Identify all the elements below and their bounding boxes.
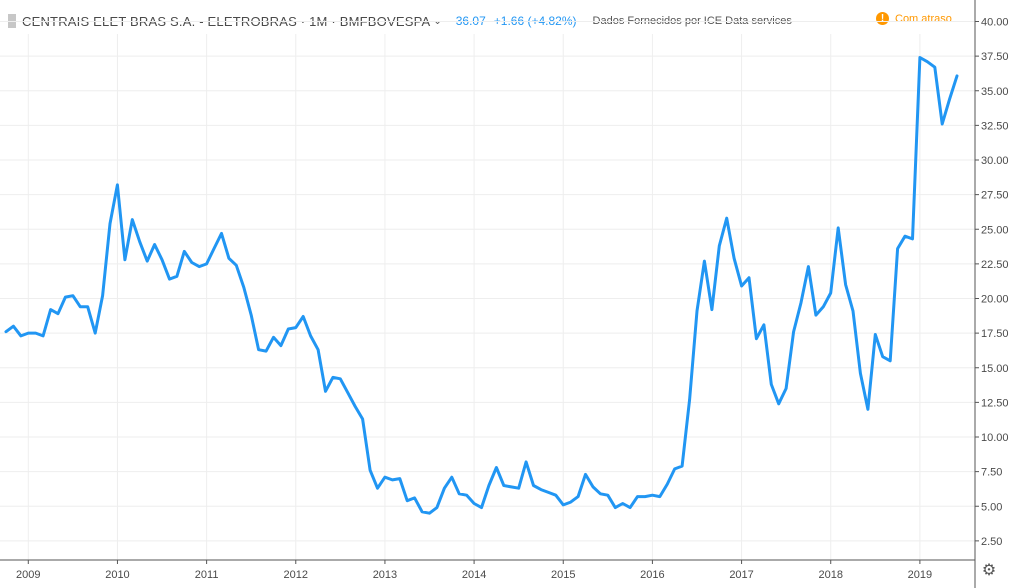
y-tick-label: 25.00 — [981, 224, 1009, 236]
x-tick-label: 2017 — [729, 569, 753, 581]
y-tick-label: 35.00 — [981, 86, 1009, 98]
y-tick-label: 5.00 — [981, 501, 1002, 513]
y-tick-label: 37.50 — [981, 51, 1009, 63]
x-tick-label: 2018 — [818, 569, 842, 581]
x-tick-label: 2019 — [908, 569, 932, 581]
y-tick-label: 32.50 — [981, 120, 1009, 132]
gear-icon[interactable]: ⚙ — [981, 562, 997, 579]
y-tick-label: 12.50 — [981, 397, 1009, 409]
x-tick-label: 2016 — [640, 569, 664, 581]
y-tick-label: 15.00 — [981, 363, 1009, 375]
x-tick-label: 2012 — [284, 569, 308, 581]
x-tick-label: 2010 — [105, 569, 129, 581]
y-tick-label: 20.00 — [981, 294, 1009, 306]
x-tick-label: 2009 — [16, 569, 40, 581]
y-tick-label: 27.50 — [981, 190, 1009, 202]
y-tick-label: 30.00 — [981, 155, 1009, 167]
x-tick-label: 2013 — [373, 569, 397, 581]
y-tick-label: 40.00 — [981, 17, 1009, 29]
x-tick-label: 2014 — [462, 569, 486, 581]
y-tick-label: 22.50 — [981, 259, 1009, 271]
x-tick-label: 2011 — [195, 569, 219, 581]
y-tick-label: 7.50 — [981, 467, 1002, 479]
x-tick-label: 2015 — [551, 569, 575, 581]
price-series-line[interactable] — [4, 56, 959, 515]
y-tick-label: 2.50 — [981, 536, 1002, 548]
y-tick-label: 17.50 — [981, 328, 1009, 340]
y-tick-label: 10.00 — [981, 432, 1009, 444]
